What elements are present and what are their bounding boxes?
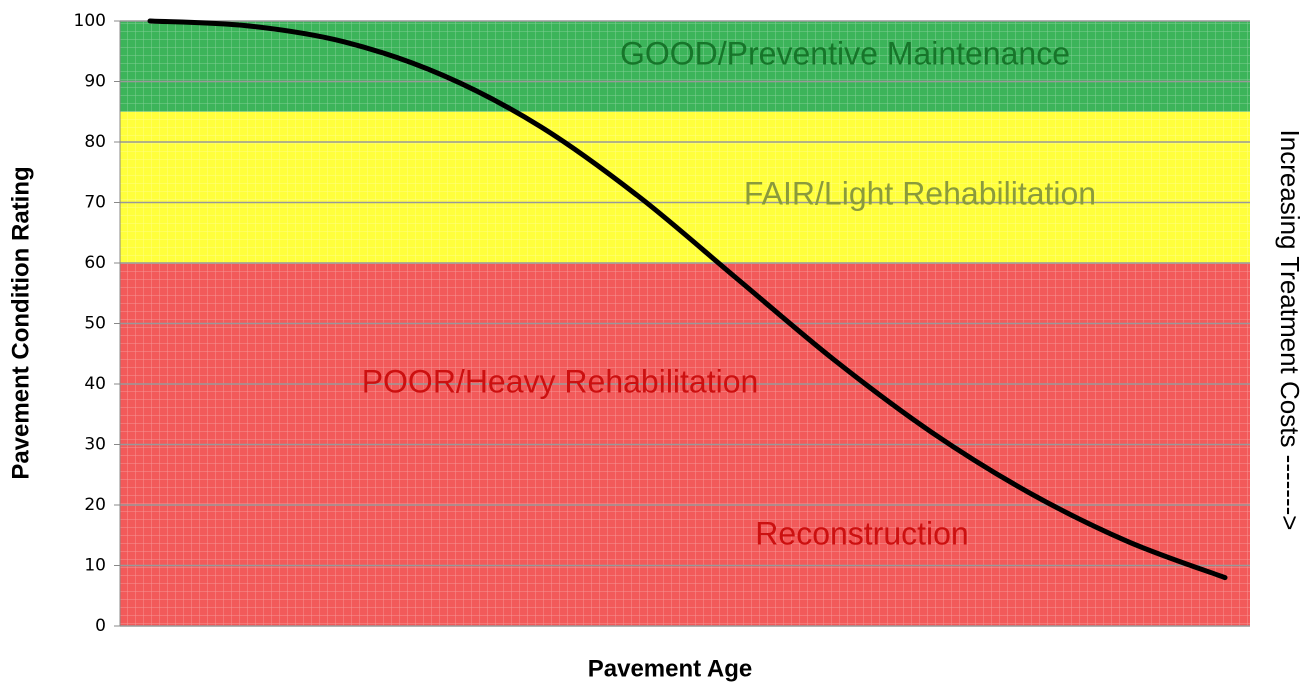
- y-tick-label: 0: [95, 616, 106, 636]
- y-tick-label: 10: [84, 556, 106, 576]
- annotation: POOR/Heavy Rehabilitation: [362, 363, 759, 399]
- annotation: FAIR/Light Rehabilitation: [744, 175, 1096, 211]
- y-tick-label: 100: [74, 11, 106, 31]
- annotation: GOOD/Preventive Maintenance: [620, 35, 1070, 71]
- y-tick-label: 50: [84, 314, 106, 334]
- annotation: Reconstruction: [755, 515, 968, 551]
- y-tick-label: 80: [84, 132, 106, 152]
- y-tick-label: 40: [84, 374, 106, 394]
- y-tick-label: 20: [84, 495, 106, 515]
- y-tick-label: 70: [84, 193, 106, 213]
- y-tick-label: 60: [84, 253, 106, 273]
- side-note: Increasing Treatment Costs ------->: [1275, 130, 1305, 531]
- line: [147, 18, 1228, 581]
- y-tick-label: 90: [84, 72, 106, 92]
- x-axis-label: Pavement Age: [588, 655, 753, 682]
- y-axis-label: Pavement Condition Rating: [7, 166, 34, 479]
- y-tick-label: 30: [84, 435, 106, 455]
